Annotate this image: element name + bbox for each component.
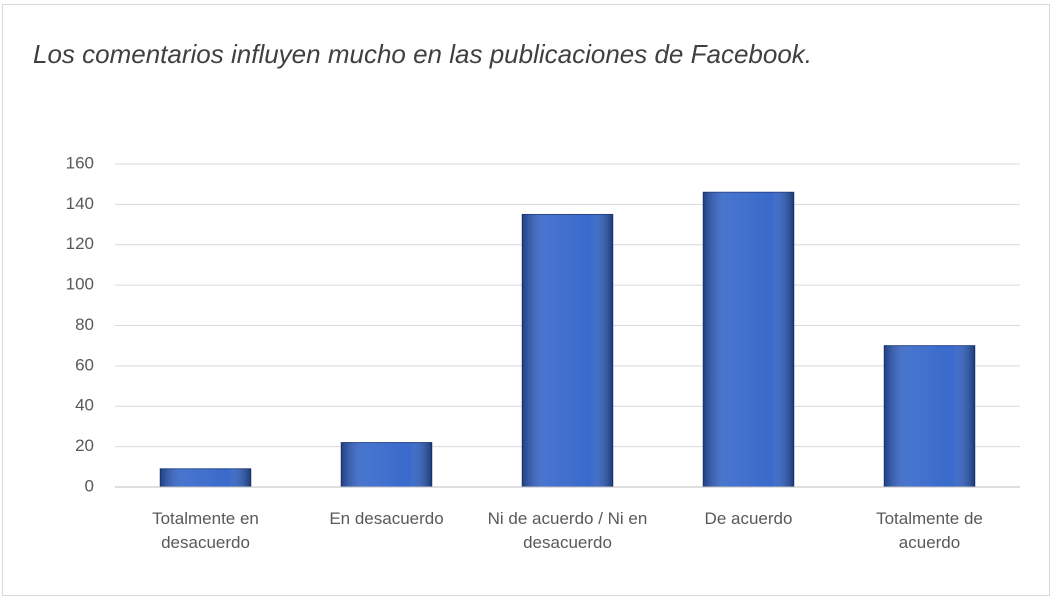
y-tick-label: 60 bbox=[75, 355, 94, 374]
y-tick-label: 20 bbox=[75, 436, 94, 455]
x-tick-label: Ni de acuerdo / Ni en desacuerdo bbox=[487, 509, 648, 552]
chart-title: Los comentarios influyen mucho en las pu… bbox=[33, 39, 813, 69]
chart-frame bbox=[2, 4, 1050, 596]
y-tick-label: 140 bbox=[66, 194, 94, 213]
x-tick-label: Totalmente en desacuerdo bbox=[152, 509, 259, 552]
y-tick-label: 40 bbox=[75, 396, 94, 415]
y-tick-label: 100 bbox=[66, 275, 94, 294]
y-tick-label: 120 bbox=[66, 234, 94, 253]
bar bbox=[883, 345, 976, 488]
bar bbox=[340, 442, 433, 488]
x-tick-label: De acuerdo bbox=[704, 509, 793, 528]
bar bbox=[702, 191, 795, 488]
bar bbox=[159, 468, 252, 488]
x-tick-label: En desacuerdo bbox=[329, 509, 444, 528]
x-tick-label: Totalmente de acuerdo bbox=[876, 509, 983, 552]
y-tick-label: 0 bbox=[85, 476, 94, 495]
bar bbox=[521, 213, 614, 488]
y-tick-label: 160 bbox=[66, 153, 94, 172]
y-tick-label: 80 bbox=[75, 315, 94, 334]
